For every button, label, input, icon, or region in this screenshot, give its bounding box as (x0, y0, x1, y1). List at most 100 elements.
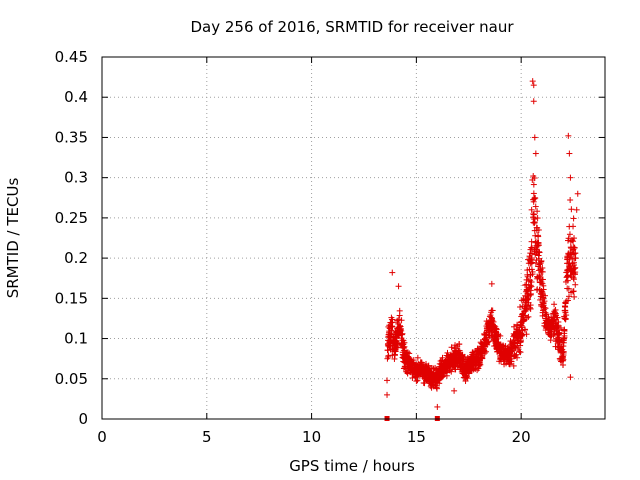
data-point (459, 351, 466, 358)
data-point (430, 377, 437, 384)
data-point (413, 378, 420, 385)
data-point (572, 281, 579, 288)
data-point (385, 347, 392, 354)
data-point (391, 351, 398, 358)
data-point (567, 196, 574, 203)
data-point (405, 353, 412, 360)
data-point-peak (451, 387, 458, 394)
data-point (418, 365, 425, 372)
x-tick-label: 0 (97, 428, 107, 446)
data-point (534, 215, 541, 222)
data-point (444, 349, 451, 356)
data-point (473, 353, 480, 360)
data-point (399, 331, 406, 338)
data-point (570, 215, 577, 222)
chart-title: Day 256 of 2016, SRMTID for receiver nau… (190, 18, 514, 36)
data-point (438, 367, 445, 374)
data-point (530, 219, 537, 226)
data-point (481, 347, 488, 354)
x-axis-label: GPS time / hours (289, 457, 415, 475)
data-point (426, 378, 433, 385)
x-tick-label: 10 (302, 428, 321, 446)
data-point (389, 352, 396, 359)
data-point-peak (529, 78, 536, 85)
data-point-peak (384, 391, 391, 398)
data-point (388, 319, 395, 326)
data-point (525, 313, 532, 320)
data-point (426, 370, 433, 377)
data-point-peak (488, 280, 495, 287)
data-point (430, 383, 437, 390)
data-point-peak (384, 377, 391, 384)
data-point (474, 367, 481, 374)
data-point (409, 371, 416, 378)
data-point (435, 369, 442, 376)
axis-ticks: 0 0.05 0.1 0.15 0.2 0.25 0.3 0.35 0.4 0.45 0 5 10 15 2… (55, 48, 605, 446)
data-point-peak (531, 134, 538, 141)
data-point (562, 316, 569, 323)
data-point (393, 339, 400, 346)
data-point (389, 323, 396, 330)
y-tick-label: 0.4 (64, 88, 88, 106)
data-point (530, 210, 537, 217)
x-tick-label: 15 (407, 428, 426, 446)
data-point (392, 346, 399, 353)
data-point (443, 369, 450, 376)
data-point-peak (573, 206, 580, 213)
data-point-peak (567, 174, 574, 181)
plot-frame (101, 56, 606, 420)
data-point (531, 219, 538, 226)
data-point-peak (530, 98, 537, 105)
data-point (414, 377, 421, 384)
data-point (551, 301, 558, 308)
data-point (517, 304, 524, 311)
data-point (570, 223, 577, 230)
data-point (398, 317, 405, 324)
data-point (547, 337, 554, 344)
data-point (452, 366, 459, 373)
data-point (456, 341, 463, 348)
data-points (384, 78, 581, 421)
data-point (572, 254, 579, 261)
y-tick-label: 0.35 (55, 128, 88, 146)
data-point (388, 314, 395, 321)
data-point (448, 368, 455, 375)
data-point (464, 370, 471, 377)
data-point (534, 208, 541, 215)
data-point (401, 343, 408, 350)
y-tick-label: 0.45 (55, 48, 88, 66)
y-tick-label: 0.05 (55, 370, 88, 388)
data-point (400, 347, 407, 354)
data-point (397, 327, 404, 334)
x-tick-label: 5 (202, 428, 212, 446)
data-point-peak (395, 283, 402, 290)
data-point-peak (567, 374, 574, 381)
data-point (571, 293, 578, 300)
data-point (568, 206, 575, 213)
data-point (464, 375, 471, 382)
data-point (414, 354, 421, 361)
y-tick-label: 0.3 (64, 169, 88, 187)
data-point (384, 355, 391, 362)
data-point-peak (434, 403, 441, 410)
data-point-peak (566, 150, 573, 157)
data-point (566, 231, 573, 238)
y-tick-label: 0.15 (55, 289, 88, 307)
y-tick-label: 0.1 (64, 330, 88, 348)
data-point (438, 374, 445, 381)
data-point (460, 366, 467, 373)
x-tick-label: 20 (512, 428, 531, 446)
data-point (447, 367, 454, 374)
data-point (439, 354, 446, 361)
data-point (395, 316, 402, 323)
data-point (535, 232, 542, 239)
data-point (468, 367, 475, 374)
data-point (410, 357, 417, 364)
data-point-peak (389, 269, 396, 276)
data-point (430, 365, 437, 372)
y-tick-label: 0.25 (55, 209, 88, 227)
y-axis-label: SRMTID / TECUs (4, 178, 22, 299)
y-tick-label: 0 (78, 410, 88, 428)
